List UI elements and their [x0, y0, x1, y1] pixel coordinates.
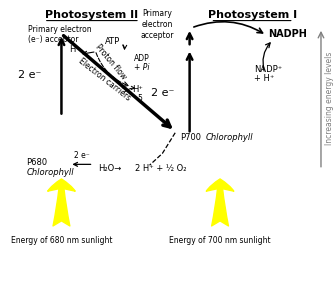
Text: Chlorophyll: Chlorophyll	[206, 133, 253, 142]
Text: ADP: ADP	[134, 55, 150, 63]
Text: Primary electron: Primary electron	[28, 25, 91, 34]
Text: Increasing energy levels: Increasing energy levels	[325, 52, 334, 145]
Text: 2 H⁺ + ½ O₂: 2 H⁺ + ½ O₂	[135, 164, 186, 173]
Text: H⁺: H⁺	[69, 45, 80, 54]
Text: NADP⁺: NADP⁺	[254, 65, 282, 74]
Text: 2 e⁻: 2 e⁻	[18, 70, 41, 80]
Text: Chlorophyll: Chlorophyll	[26, 168, 74, 177]
Text: + H⁺: + H⁺	[254, 74, 274, 83]
Text: + Pi: + Pi	[134, 63, 150, 72]
Text: 2 e⁻: 2 e⁻	[74, 151, 89, 160]
Text: 5: 5	[137, 94, 142, 103]
Text: Primary
electron
acceptor: Primary electron acceptor	[141, 9, 174, 40]
Text: Energy of 680 nm sunlight: Energy of 680 nm sunlight	[11, 236, 112, 245]
Text: NADPH: NADPH	[268, 29, 307, 39]
Text: Photosystem II: Photosystem II	[45, 10, 138, 20]
Text: 2 e⁻: 2 e⁻	[151, 88, 174, 98]
Text: Energy of 700 nm sunlight: Energy of 700 nm sunlight	[169, 236, 271, 245]
Text: ATP: ATP	[105, 37, 120, 46]
Text: H⁺: H⁺	[132, 86, 143, 94]
Text: P680: P680	[26, 158, 47, 167]
Text: Photosystem I: Photosystem I	[208, 10, 297, 20]
Text: (e⁻) acceptor: (e⁻) acceptor	[28, 35, 78, 44]
Text: P700: P700	[180, 133, 201, 142]
Text: H₂O→: H₂O→	[98, 164, 122, 173]
Text: Electron carriers: Electron carriers	[77, 57, 132, 103]
Text: Proton flow: Proton flow	[94, 43, 128, 81]
